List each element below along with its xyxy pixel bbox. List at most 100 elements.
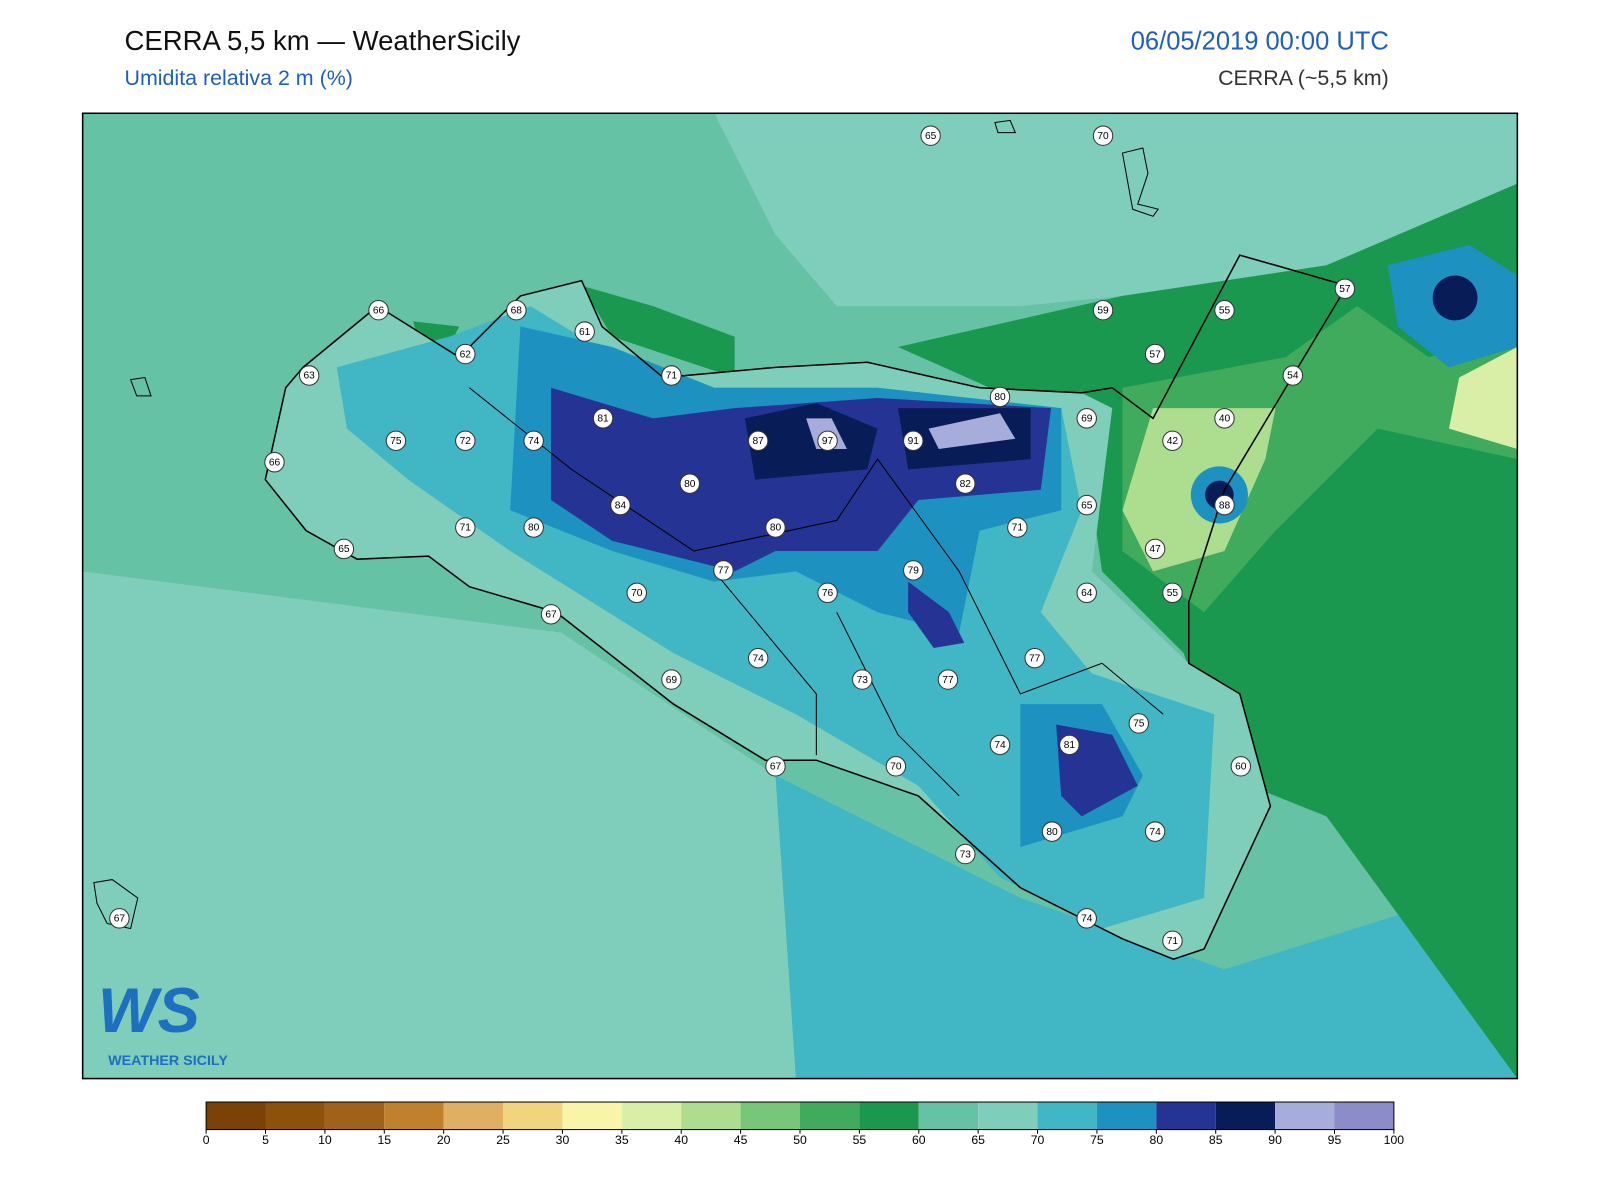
- station-marker: [109, 908, 130, 929]
- station-value: 97: [822, 436, 834, 447]
- station-marker: [385, 430, 407, 452]
- station-value: 66: [373, 305, 385, 316]
- station-value: 71: [1012, 523, 1024, 534]
- station-marker: [610, 494, 631, 516]
- station-marker: [298, 365, 320, 386]
- station-marker: [1076, 908, 1097, 929]
- station-marker: [747, 430, 769, 452]
- station-value: 82: [960, 479, 972, 490]
- station-marker: [523, 517, 544, 538]
- colorbar-tick-label: 30: [556, 1133, 570, 1147]
- colorbar-tick-label: 10: [318, 1133, 332, 1147]
- station-value: 75: [390, 436, 402, 447]
- station-value: 54: [1287, 371, 1299, 382]
- station-marker: [455, 430, 476, 452]
- station-marker: [885, 756, 907, 777]
- station-value: 60: [1235, 762, 1247, 773]
- colorbar-segment: [1096, 1102, 1157, 1130]
- station-marker: [506, 300, 527, 321]
- station-value: 80: [684, 479, 696, 490]
- station-marker: [592, 408, 614, 429]
- station-marker: [1144, 343, 1166, 365]
- station-value: 80: [994, 392, 1006, 403]
- station-value: 87: [752, 436, 764, 447]
- station-marker: [1162, 930, 1183, 952]
- colorbar-segment: [265, 1102, 325, 1130]
- station-value: 74: [1149, 827, 1161, 838]
- station-marker: [679, 473, 700, 494]
- colorbar-segment: [562, 1102, 622, 1130]
- station-marker: [852, 669, 873, 690]
- map-frame: [81, 112, 1519, 1080]
- station-value: 77: [942, 675, 954, 686]
- station-value: 80: [1046, 827, 1058, 838]
- station-value: 55: [1219, 305, 1231, 316]
- colorbar: 0 5 10 15 20 25 30 35 40 45 50 55 60 65 70 75 80 85 90 95 10…: [203, 1101, 1405, 1147]
- colorbar-tick-label: 45: [734, 1133, 748, 1147]
- station-marker: [747, 647, 769, 669]
- station-marker: [1041, 821, 1063, 842]
- station-value: 71: [460, 523, 472, 534]
- station-value: 67: [114, 914, 126, 925]
- station-marker: [1162, 430, 1183, 452]
- station-marker: [1334, 278, 1356, 299]
- colorbar-tick-label: 100: [1384, 1133, 1405, 1147]
- colorbar-segment: [978, 1102, 1038, 1130]
- station-value: 81: [1064, 740, 1076, 751]
- station-marker: [455, 517, 476, 538]
- station-value: 40: [1219, 414, 1231, 425]
- colorbar-segment: [1215, 1102, 1276, 1130]
- colorbar-tick-label: 60: [912, 1133, 926, 1147]
- station-value: 69: [1081, 414, 1093, 425]
- colorbar-segment: [1275, 1102, 1335, 1130]
- station-marker: [455, 343, 476, 365]
- colorbar-segment: [859, 1102, 919, 1130]
- map-field: [82, 113, 1518, 1079]
- station-value: 88: [1219, 500, 1231, 511]
- station-marker: [368, 300, 389, 321]
- station-value: 65: [925, 131, 937, 142]
- colorbar-segment: [324, 1102, 385, 1130]
- station-value: 79: [908, 566, 920, 577]
- station-value: 74: [1081, 914, 1093, 925]
- station-value: 47: [1149, 544, 1161, 555]
- station-marker: [955, 473, 976, 494]
- station-marker: [523, 430, 544, 452]
- station-marker: [1076, 494, 1097, 516]
- colorbar-tick-label: 95: [1328, 1133, 1342, 1147]
- station-value: 57: [1339, 284, 1351, 295]
- colorbar-tick-label: 55: [853, 1133, 867, 1147]
- station-value: 84: [615, 500, 627, 511]
- colorbar-tick-label: 70: [1031, 1133, 1045, 1147]
- station-value: 77: [1029, 653, 1041, 664]
- station-value: 64: [1081, 588, 1093, 599]
- station-value: 73: [960, 849, 972, 860]
- station-marker: [817, 582, 838, 604]
- station-value: 61: [579, 327, 591, 338]
- station-marker: [626, 582, 647, 604]
- station-value: 68: [511, 305, 523, 316]
- station-marker: [574, 321, 595, 342]
- colorbar-segment: [503, 1102, 563, 1130]
- station-value: 73: [857, 675, 869, 686]
- station-marker: [1128, 713, 1149, 734]
- station-value: 57: [1149, 349, 1161, 360]
- station-marker: [540, 604, 562, 625]
- station-value: 63: [304, 371, 316, 382]
- station-marker: [989, 386, 1011, 408]
- colorbar-tick-label: 80: [1150, 1133, 1164, 1147]
- colorbar-segment: [443, 1102, 504, 1130]
- station-value: 91: [908, 436, 920, 447]
- station-marker: [1144, 821, 1166, 842]
- colorbar-tick-label: 5: [262, 1133, 269, 1147]
- colorbar-tick-label: 85: [1209, 1133, 1223, 1147]
- stations: 66 68 61 62 63 71 65 70 59 55 57 57 54 80 69 40 42 81 75 72…: [109, 125, 1356, 952]
- logo-text: WEATHER SICILY: [108, 1053, 228, 1069]
- colorbar-segment: [1334, 1102, 1394, 1130]
- station-marker: [1214, 300, 1235, 321]
- station-value: 75: [1133, 719, 1145, 730]
- station-marker: [1162, 582, 1183, 604]
- colorbar-tick-label: 40: [674, 1133, 688, 1147]
- colorbar-segment: [1037, 1102, 1097, 1130]
- station-marker: [1230, 756, 1252, 777]
